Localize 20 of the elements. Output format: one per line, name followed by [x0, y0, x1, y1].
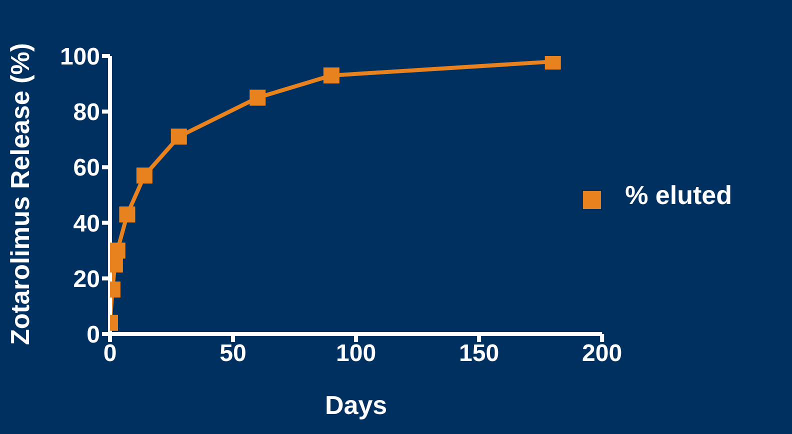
point [119, 206, 136, 222]
x-tick-label: 150 [459, 340, 500, 368]
y-tick-label: 0 [86, 322, 100, 349]
y-tick-label: 80 [73, 99, 100, 126]
point [136, 168, 152, 184]
x-tick-label: 200 [582, 340, 622, 368]
y-tick-label: 100 [60, 44, 100, 71]
point [170, 128, 187, 145]
y-axis-title: Zotarolimus Release (%) [5, 43, 36, 345]
x-tick-label: 50 [220, 340, 246, 368]
point [250, 90, 266, 106]
y-tick-label: 20 [73, 266, 100, 293]
x-tick-label: 0 [103, 340, 117, 368]
x-tick-label: 100 [336, 340, 376, 368]
legend-label: % eluted [625, 180, 732, 210]
point [110, 242, 126, 259]
point [323, 67, 340, 84]
y-tick-label: 40 [73, 210, 100, 238]
x-axis-title: Days [324, 390, 388, 420]
y-tick-label: 60 [73, 154, 100, 182]
